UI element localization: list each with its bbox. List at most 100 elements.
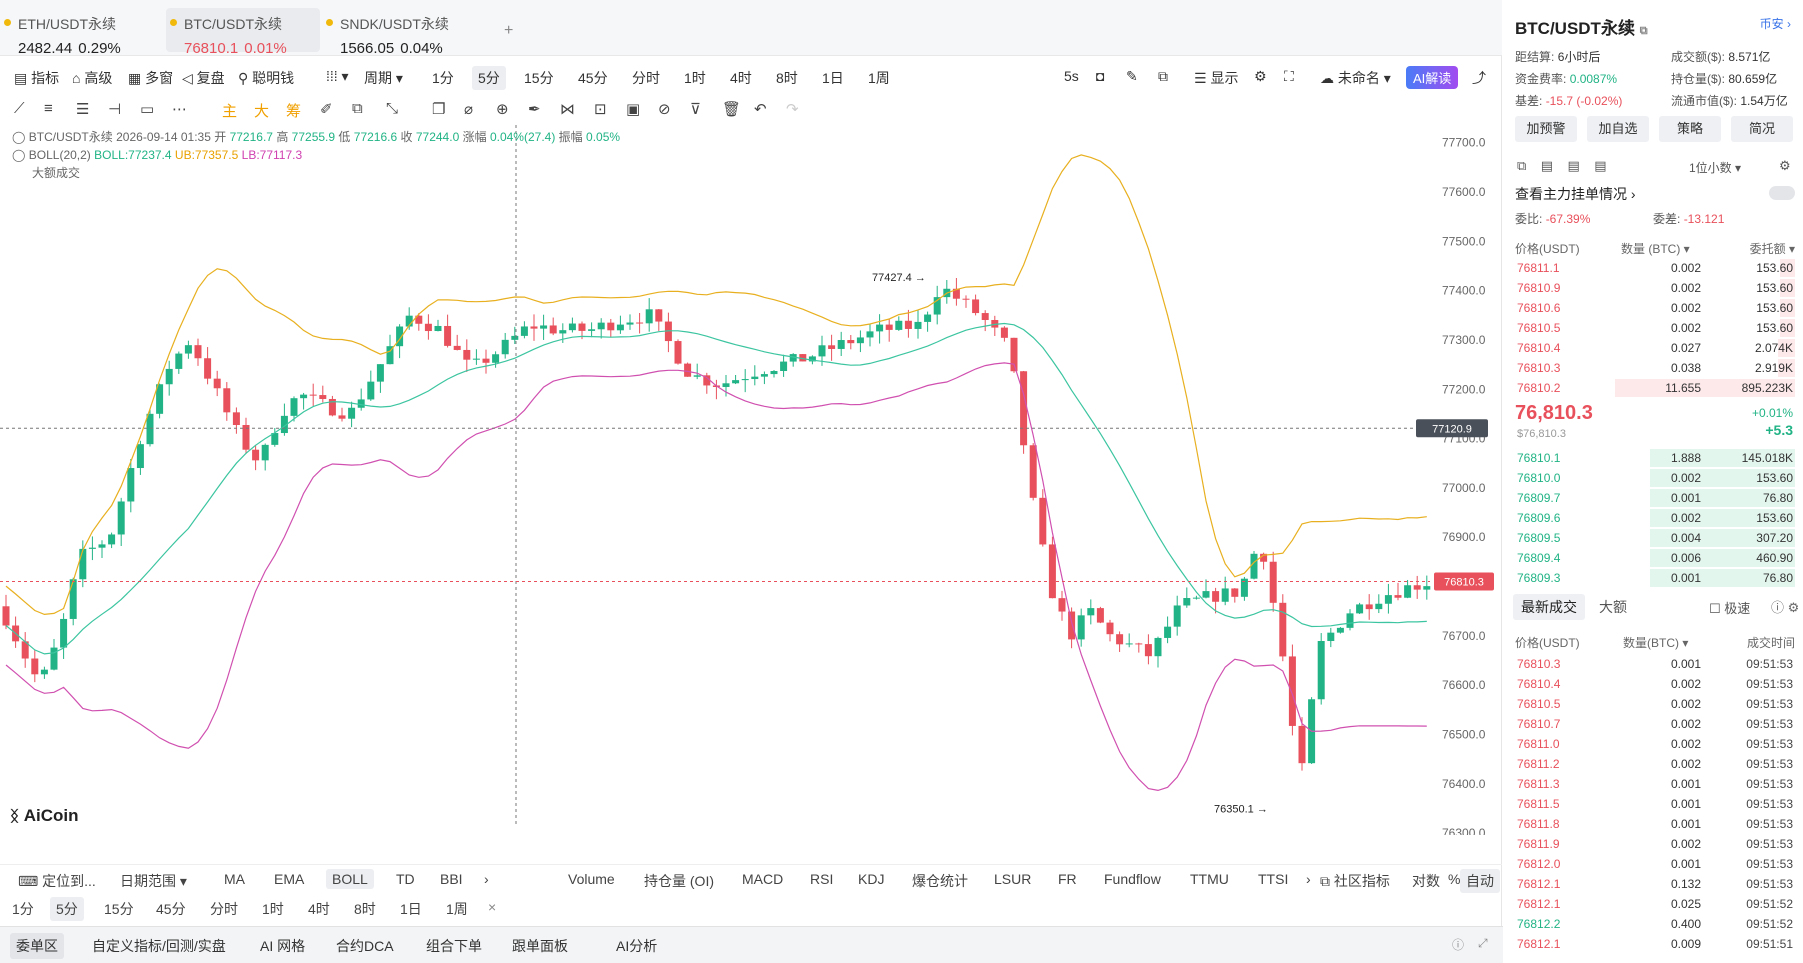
orderbook-row[interactable]: 76809.3 0.001 76.80: [1503, 568, 1803, 588]
edit-tool-icon[interactable]: ✐: [320, 101, 333, 118]
ind-lsur[interactable]: LSUR: [994, 871, 1032, 887]
pen-icon[interactable]: ✎: [1126, 68, 1138, 84]
orderbook-row[interactable]: 76810.9 0.002 153.60: [1503, 278, 1803, 298]
redo-icon[interactable]: ↷: [786, 101, 799, 118]
undo-icon[interactable]: ↶: [754, 101, 767, 118]
period-8h[interactable]: 8时: [776, 70, 798, 86]
close-icon[interactable]: ×: [488, 899, 497, 915]
period-time[interactable]: 分时: [632, 70, 660, 86]
orderbook-view-icons[interactable]: ⧉ ▤ ▤ ▤: [1517, 158, 1607, 173]
tab-btc[interactable]: BTC/USDT永续 76810.1 0.01%: [166, 8, 320, 57]
prow-45m[interactable]: 45分: [156, 901, 186, 917]
main-force-tool[interactable]: 主: [222, 103, 238, 120]
indicators-button[interactable]: ▤ 指标: [14, 70, 60, 86]
orderbook-row[interactable]: 76810.1 1.888 145.018K: [1503, 448, 1803, 468]
period-1d[interactable]: 1日: [822, 70, 844, 86]
parallel-tool-icon[interactable]: ≡: [44, 100, 53, 117]
ruler-tool-icon[interactable]: ⌀: [464, 101, 474, 118]
more-ind-icon[interactable]: ›: [484, 871, 489, 887]
prow-1m[interactable]: 1分: [12, 901, 34, 917]
ai-interpret-button[interactable]: AI解读: [1406, 66, 1459, 89]
camera-icon[interactable]: ◘: [1096, 68, 1105, 84]
prow-time[interactable]: 分时: [210, 901, 238, 917]
exchange-link[interactable]: 币安 ›: [1759, 17, 1791, 31]
info-icon[interactable]: ⓘ: [1452, 938, 1465, 952]
orderbook-row[interactable]: 76809.4 0.006 460.90: [1503, 548, 1803, 568]
community-button[interactable]: ⧉ 社区指标: [1320, 873, 1390, 889]
ind-td[interactable]: TD: [396, 871, 415, 887]
date-range-dropdown[interactable]: 日期范围 ▾: [120, 873, 187, 889]
orderbook-row[interactable]: 76810.3 0.038 2.919K: [1503, 358, 1803, 378]
layout-dropdown[interactable]: ☁ 未命名 ▾: [1320, 70, 1391, 86]
ind-ema[interactable]: EMA: [274, 871, 305, 887]
decimals-dropdown[interactable]: 1位小数 ▾: [1689, 161, 1742, 175]
latest-trades-tab[interactable]: 最新成交: [1513, 594, 1585, 620]
ind-macd[interactable]: MACD: [742, 871, 784, 887]
period-5m[interactable]: 5分: [472, 66, 506, 90]
chip-tool[interactable]: 筹: [286, 103, 302, 120]
dots-tool-icon[interactable]: ⋯: [172, 101, 187, 118]
display-button[interactable]: ☰ 显示: [1194, 70, 1239, 86]
add-tab-button[interactable]: +: [504, 22, 514, 39]
ind-kdj[interactable]: KDJ: [858, 871, 885, 887]
line-tool-icon[interactable]: ⟋: [14, 100, 25, 117]
prow-15m[interactable]: 15分: [104, 901, 134, 917]
price-chart[interactable]: 77700.0 77600.0 77500.0 77400.0 77300.0 77200…: [0, 125, 1502, 835]
rect-tool-icon[interactable]: ▭: [140, 101, 155, 118]
tab-eth[interactable]: ETH/USDT永续 2482.44 0.29%: [0, 8, 158, 57]
percent-toggle[interactable]: %: [1448, 871, 1461, 887]
hline-tool-icon[interactable]: ☰: [76, 101, 90, 118]
period-1m[interactable]: 1分: [432, 70, 454, 86]
combo-order-tab[interactable]: 组合下单: [426, 938, 482, 954]
zoom-tool-icon[interactable]: ⊕: [496, 101, 509, 118]
auto-toggle[interactable]: 自动: [1460, 869, 1500, 893]
locate-button[interactable]: ⌨ 定位到...: [18, 873, 96, 889]
copy-panel-tab[interactable]: 跟单面板: [512, 938, 568, 954]
ind-oi[interactable]: 持仓量 (OI): [644, 873, 714, 889]
big-trades-tab[interactable]: 大额: [1599, 599, 1627, 615]
orderbook-row[interactable]: 76810.0 0.002 153.60: [1503, 468, 1803, 488]
filter-tool-icon[interactable]: ⊽: [690, 101, 701, 118]
expand-icon[interactable]: ⤢: [1478, 936, 1488, 950]
ind-ttmu[interactable]: TTMU: [1190, 871, 1229, 887]
prow-4h[interactable]: 4时: [308, 901, 330, 917]
fullscreen-icon[interactable]: ⛶: [1284, 68, 1294, 84]
prow-1w[interactable]: 1周: [446, 901, 468, 917]
lock-tool-icon[interactable]: ⊡: [594, 101, 607, 118]
orderbook-row[interactable]: 76810.6 0.002 153.60: [1503, 298, 1803, 318]
magnet-tool-icon[interactable]: ⋈: [560, 101, 575, 118]
export-icon[interactable]: ⧉: [1158, 68, 1168, 84]
orderbook-row[interactable]: 76810.5 0.002 153.60: [1503, 318, 1803, 338]
share-icon[interactable]: ⤴: [1472, 70, 1486, 86]
settings-icon[interactable]: ⚙: [1254, 68, 1267, 84]
contract-dca-tab[interactable]: 合约DCA: [336, 938, 394, 954]
ind-fundflow[interactable]: Fundflow: [1104, 871, 1161, 887]
ind-ttsi[interactable]: TTSI: [1258, 871, 1289, 887]
summary-button[interactable]: 简况: [1731, 116, 1793, 142]
prow-1d[interactable]: 1日: [400, 901, 422, 917]
strategy-button[interactable]: 策略: [1659, 116, 1721, 142]
orderbook-row[interactable]: 76810.4 0.027 2.074K: [1503, 338, 1803, 358]
advanced-button[interactable]: ⌂ 高级: [72, 70, 113, 86]
ind-volume[interactable]: Volume: [568, 871, 615, 887]
main-orders-link[interactable]: 查看主力挂单情况 ›: [1515, 186, 1636, 202]
copy-tool-icon[interactable]: ⧉: [352, 100, 363, 117]
replay-button[interactable]: ◁ 复盘: [182, 70, 225, 86]
ind-liquidation[interactable]: 爆仓统计: [912, 873, 968, 889]
add-watchlist-button[interactable]: 加自选: [1587, 116, 1649, 142]
prow-5m[interactable]: 5分: [50, 897, 84, 921]
order-area-tab[interactable]: 委单区: [10, 933, 64, 959]
orderbook-row[interactable]: 76811.1 0.002 153.60: [1503, 258, 1803, 278]
ind-fr[interactable]: FR: [1058, 871, 1077, 887]
orderbook-row[interactable]: 76810.2 11.655 895.223K: [1503, 378, 1803, 398]
ind-boll[interactable]: BOLL: [326, 869, 374, 889]
prow-1h[interactable]: 1时: [262, 901, 284, 917]
trade-settings-icons[interactable]: ⓘ ⚙: [1771, 600, 1800, 615]
link-tool-icon[interactable]: ⊘: [658, 101, 671, 118]
note-tool-icon[interactable]: ▣: [626, 101, 641, 118]
main-orders-toggle[interactable]: [1769, 186, 1795, 200]
ai-analysis-tab[interactable]: AI分析: [616, 938, 658, 954]
prow-8h[interactable]: 8时: [354, 901, 376, 917]
ind-bbi[interactable]: BBI: [440, 871, 463, 887]
smart-money-button[interactable]: ⚲ 聪明钱: [238, 70, 295, 86]
